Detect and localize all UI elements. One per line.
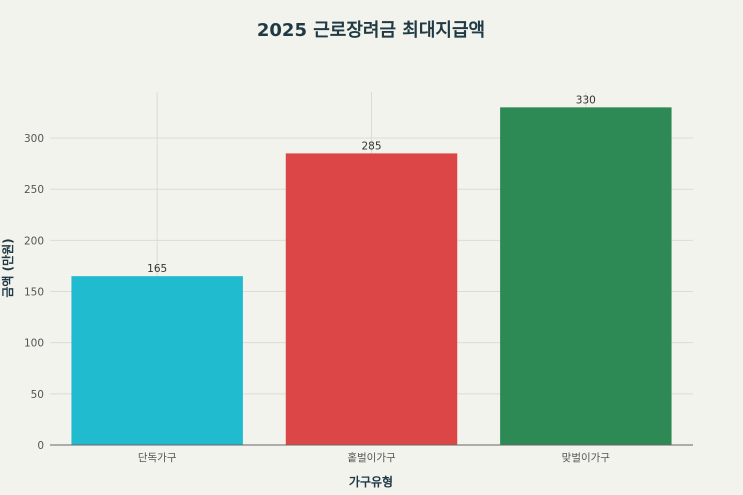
y-tick-label: 200 — [24, 235, 44, 247]
bar-3 — [500, 107, 672, 445]
data-label: 285 — [361, 140, 381, 152]
y-tick-label: 0 — [37, 440, 44, 452]
data-label: 330 — [576, 94, 596, 106]
chart-title: 2025 근로장려금 최대지급액 — [257, 20, 485, 41]
x-tick-label: 단독가구 — [138, 452, 177, 464]
y-tick-label: 150 — [24, 287, 44, 299]
bars: 165 285 330 — [71, 94, 672, 446]
bar-1 — [71, 276, 243, 445]
y-tick-label: 50 — [31, 389, 44, 401]
y-tick-label: 100 — [24, 338, 44, 350]
y-tick-label: 300 — [24, 133, 44, 145]
x-axis-title: 가구유형 — [349, 474, 393, 489]
data-label: 165 — [147, 263, 167, 275]
y-tick-label: 250 — [24, 184, 44, 196]
x-tick-label: 맞벌이가구 — [562, 452, 611, 464]
y-axis-title: 금액 (만원) — [0, 238, 15, 297]
tick-labels: 0 50 100 150 200 250 300 단독가구 홑벌이가구 맞벌이가구 — [24, 133, 610, 464]
x-tick-label: 홑벌이가구 — [347, 451, 396, 464]
bar-2 — [285, 153, 458, 446]
